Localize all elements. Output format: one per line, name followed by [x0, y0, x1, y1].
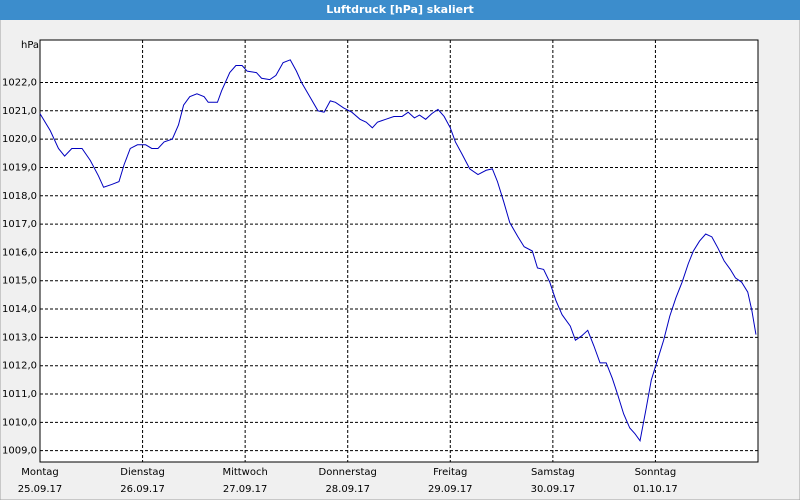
y-tick-label: 1012,0: [2, 361, 37, 372]
y-tick-label: 1020,0: [2, 134, 37, 145]
y-tick-label: 1010,0: [2, 417, 37, 428]
pressure-line: [39, 59, 757, 442]
x-tick-date: 30.09.17: [531, 484, 576, 495]
y-axis-label: hPa: [21, 40, 39, 51]
x-tick-label: Montag: [21, 467, 58, 478]
window-title: Luftdruck [hPa] skaliert: [326, 3, 474, 16]
y-tick-label: 1009,0: [2, 446, 37, 457]
title-bar: [0, 0, 800, 20]
x-tick-date: 26.09.17: [120, 484, 165, 495]
x-tick-date: 01.10.17: [633, 484, 678, 495]
y-tick-label: 1013,0: [2, 332, 37, 343]
y-tick-label: 1022,0: [2, 77, 37, 88]
y-tick-label: 1011,0: [2, 389, 37, 400]
x-tick-label: Sonntag: [635, 467, 677, 478]
x-tick-label: Samstag: [531, 467, 575, 478]
y-tick-label: 1015,0: [2, 276, 37, 287]
x-tick-label: Freitag: [433, 467, 467, 478]
x-tick-date: 27.09.17: [223, 484, 268, 495]
plot-area: [39, 39, 759, 463]
y-tick-label: 1016,0: [2, 247, 37, 258]
y-tick-label: 1017,0: [2, 219, 37, 230]
x-tick-label: Donnerstag: [319, 467, 377, 478]
x-tick-date: 29.09.17: [428, 484, 473, 495]
y-tick-label: 1018,0: [2, 191, 37, 202]
x-tick-label: Dienstag: [120, 467, 165, 478]
x-tick-date: 28.09.17: [325, 484, 370, 495]
y-tick-label: 1014,0: [2, 304, 37, 315]
x-tick-date: 25.09.17: [18, 484, 63, 495]
y-tick-label: 1019,0: [2, 162, 37, 173]
x-tick-label: Mittwoch: [222, 467, 267, 478]
y-tick-label: 1021,0: [2, 106, 37, 117]
